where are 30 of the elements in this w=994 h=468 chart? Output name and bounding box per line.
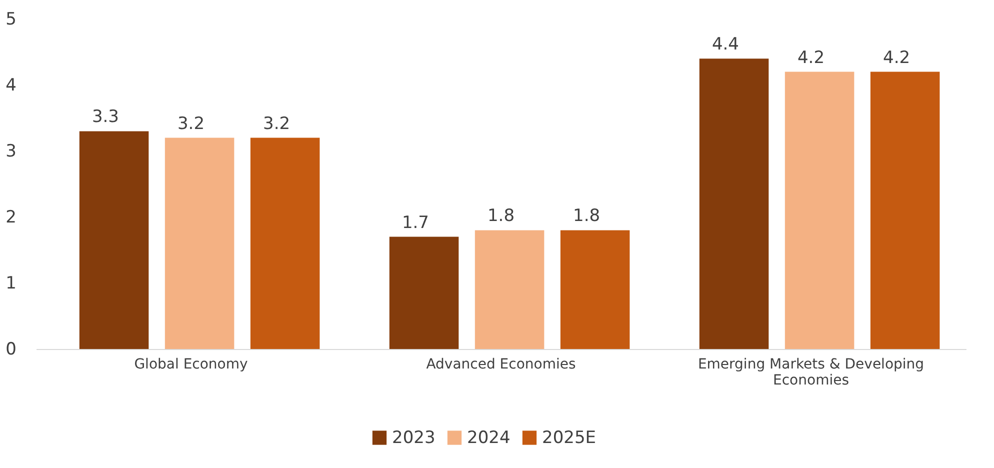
data-label: 3.2	[177, 114, 205, 134]
x-tick-label: Advanced Economies	[426, 356, 576, 372]
x-tick-label: Global Economy	[134, 356, 248, 372]
y-tick-label: 3	[6, 142, 16, 162]
bar	[79, 131, 149, 349]
x-tick-label: Emerging Markets & Developing Economies	[698, 356, 924, 388]
data-label: 1.8	[487, 206, 515, 226]
bar	[164, 138, 234, 349]
bar	[474, 230, 544, 349]
y-tick-label: 4	[6, 76, 16, 96]
bar	[870, 72, 940, 349]
data-label: 4.4	[712, 34, 740, 55]
data-label: 3.3	[92, 107, 120, 128]
y-tick-label: 2	[6, 208, 16, 228]
data-label: 1.7	[402, 212, 430, 233]
bar	[389, 236, 459, 349]
legend-label: 2024	[467, 428, 510, 448]
data-label: 1.8	[572, 206, 600, 226]
y-tick-label: 0	[6, 340, 16, 360]
legend-label: 2023	[392, 428, 436, 448]
legend-label: 2025E	[542, 428, 596, 448]
data-label: 4.2	[882, 48, 910, 68]
y-tick-label: 1	[6, 274, 16, 294]
data-label: 3.2	[262, 114, 290, 134]
data-label: 4.2	[797, 48, 825, 68]
y-tick-label: 5	[6, 10, 16, 30]
bar	[784, 72, 854, 349]
bar	[699, 58, 769, 349]
bar	[250, 138, 320, 349]
bar	[560, 230, 630, 349]
